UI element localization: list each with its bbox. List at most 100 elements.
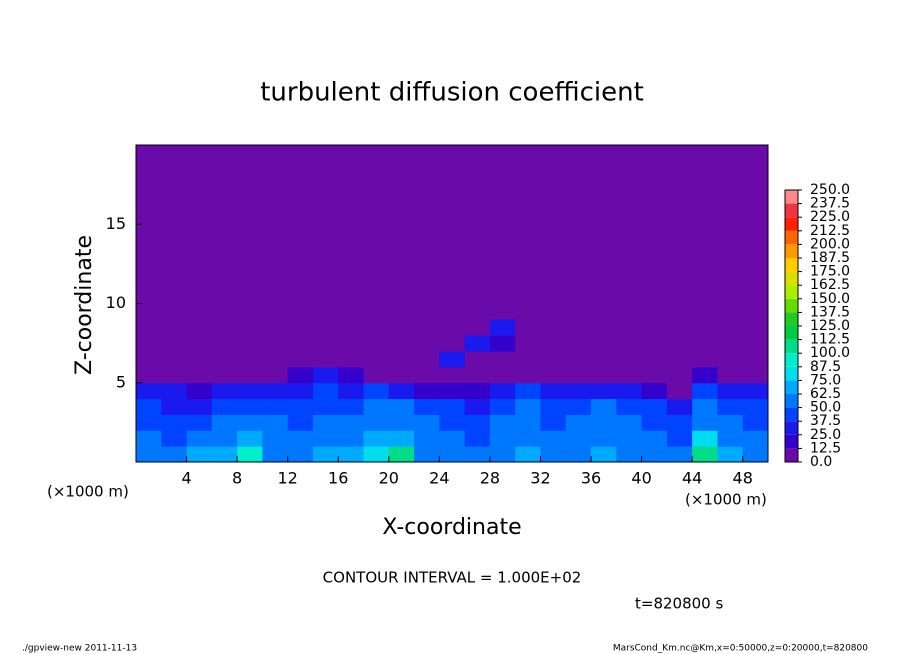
cell bbox=[515, 351, 541, 368]
cell bbox=[742, 366, 769, 384]
colorbar-band bbox=[785, 190, 798, 204]
cell bbox=[464, 382, 491, 400]
cell bbox=[186, 382, 213, 400]
colorbar-band bbox=[785, 312, 798, 326]
cell bbox=[211, 446, 238, 463]
cell bbox=[717, 319, 744, 336]
cell bbox=[161, 366, 188, 384]
colorbar-label: 37.5 bbox=[810, 413, 841, 429]
cell bbox=[136, 366, 162, 384]
cell bbox=[489, 351, 516, 368]
cell bbox=[287, 430, 314, 447]
cell bbox=[161, 382, 188, 400]
cell bbox=[717, 414, 744, 431]
cell bbox=[515, 414, 541, 431]
cell bbox=[464, 398, 491, 415]
footer-left: ./gpview-new 2011-11-13 bbox=[22, 644, 137, 654]
cell bbox=[641, 382, 668, 400]
cell bbox=[414, 382, 440, 400]
cell bbox=[742, 446, 769, 463]
cell bbox=[540, 319, 567, 336]
cell bbox=[515, 366, 541, 384]
cell bbox=[312, 366, 339, 384]
cell bbox=[464, 414, 491, 431]
cell bbox=[666, 335, 693, 352]
x-tick-label: 40 bbox=[631, 469, 651, 488]
cell bbox=[388, 414, 415, 431]
cell bbox=[641, 335, 668, 352]
x-tick-label: 24 bbox=[429, 469, 449, 488]
cell bbox=[338, 398, 365, 415]
x-tick-label: 36 bbox=[581, 469, 601, 488]
cell bbox=[591, 430, 617, 447]
colorbar-band bbox=[785, 353, 798, 367]
cell bbox=[489, 382, 516, 400]
colorbar-label: 212.5 bbox=[810, 223, 850, 239]
cell bbox=[262, 366, 289, 384]
cell bbox=[312, 430, 339, 447]
colorbar-band bbox=[785, 217, 798, 231]
cell bbox=[540, 414, 567, 431]
cell bbox=[591, 335, 617, 352]
cell bbox=[616, 335, 643, 352]
cell bbox=[186, 351, 213, 368]
y-axis-label: Z-coordinate bbox=[72, 235, 97, 375]
cell bbox=[186, 335, 213, 352]
cell bbox=[414, 414, 440, 431]
cell bbox=[136, 414, 162, 431]
cell bbox=[414, 398, 440, 415]
y-unit: (×1000 m) bbox=[47, 483, 129, 501]
cell bbox=[262, 398, 289, 415]
cell bbox=[136, 430, 162, 447]
cell bbox=[363, 430, 390, 447]
cell bbox=[641, 398, 668, 415]
cell bbox=[312, 414, 339, 431]
cell bbox=[287, 351, 314, 368]
cell bbox=[363, 335, 390, 352]
cell bbox=[666, 382, 693, 400]
cell bbox=[641, 446, 668, 463]
cell bbox=[717, 351, 744, 368]
cell bbox=[439, 382, 466, 400]
cell bbox=[136, 319, 162, 336]
cell bbox=[641, 366, 668, 384]
colorbar-label: 0.0 bbox=[810, 454, 832, 470]
cell bbox=[540, 398, 567, 415]
cell bbox=[312, 351, 339, 368]
cell bbox=[692, 351, 718, 368]
cell bbox=[742, 430, 769, 447]
cell bbox=[338, 414, 365, 431]
colorbar-band bbox=[785, 366, 798, 381]
cell bbox=[363, 398, 390, 415]
cell bbox=[388, 351, 415, 368]
cell bbox=[161, 446, 188, 463]
cell bbox=[388, 319, 415, 336]
cell bbox=[616, 351, 643, 368]
colorbar-label: 25.0 bbox=[810, 427, 841, 443]
colorbar-band bbox=[785, 394, 798, 408]
cell bbox=[338, 319, 365, 336]
x-tick-label: 16 bbox=[328, 469, 348, 488]
cell bbox=[363, 319, 390, 336]
cell bbox=[439, 319, 466, 336]
colorbar-label: 187.5 bbox=[810, 250, 850, 266]
colorbar-band bbox=[785, 407, 798, 422]
cell bbox=[742, 335, 769, 352]
cell bbox=[136, 446, 162, 463]
cell bbox=[211, 382, 238, 400]
cell bbox=[287, 446, 314, 463]
cell bbox=[616, 366, 643, 384]
cell bbox=[312, 335, 339, 352]
cell bbox=[287, 319, 314, 336]
cell bbox=[666, 351, 693, 368]
cell bbox=[414, 319, 440, 336]
cell bbox=[565, 414, 592, 431]
cell bbox=[287, 414, 314, 431]
cell bbox=[489, 366, 516, 384]
cell bbox=[161, 414, 188, 431]
colorbar-label: 200.0 bbox=[810, 236, 850, 252]
x-tick-label: 4 bbox=[181, 469, 191, 488]
cell bbox=[262, 351, 289, 368]
cell bbox=[742, 398, 769, 415]
cell bbox=[464, 351, 491, 368]
